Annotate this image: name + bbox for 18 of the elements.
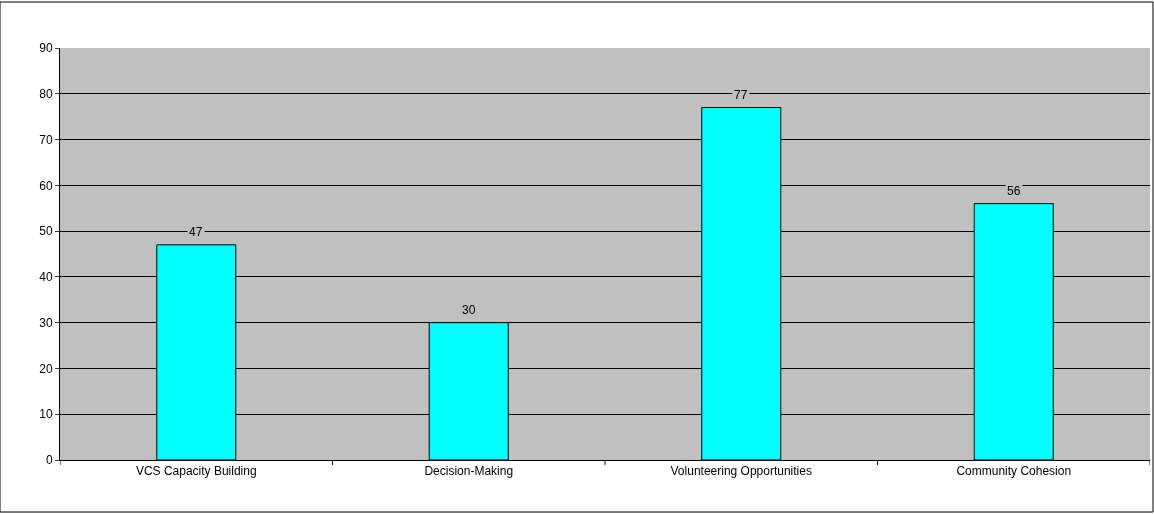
y-tick-label: 70 [39,132,53,147]
y-tick-label: 20 [39,361,53,376]
y-tick-label: 50 [39,224,53,239]
data-label: 47 [189,225,203,239]
data-label: 30 [462,303,476,317]
y-tick-label: 30 [39,315,53,330]
y-tick-label: 40 [39,270,53,285]
x-tick-label: Volunteering Opportunities [670,464,812,479]
y-tick-label: 90 [39,41,53,56]
y-tick-label: 60 [39,178,53,193]
x-tick-label: Decision-Making [424,464,514,479]
y-tick-label: 0 [45,453,53,468]
y-tick-label: 10 [39,407,53,422]
data-label: 56 [1007,184,1021,198]
x-tick-label: Community Cohesion [956,464,1072,479]
x-tick-label: VCS Capacity Building [135,464,257,479]
data-label: 77 [734,88,748,102]
y-tick-label: 80 [39,86,53,101]
